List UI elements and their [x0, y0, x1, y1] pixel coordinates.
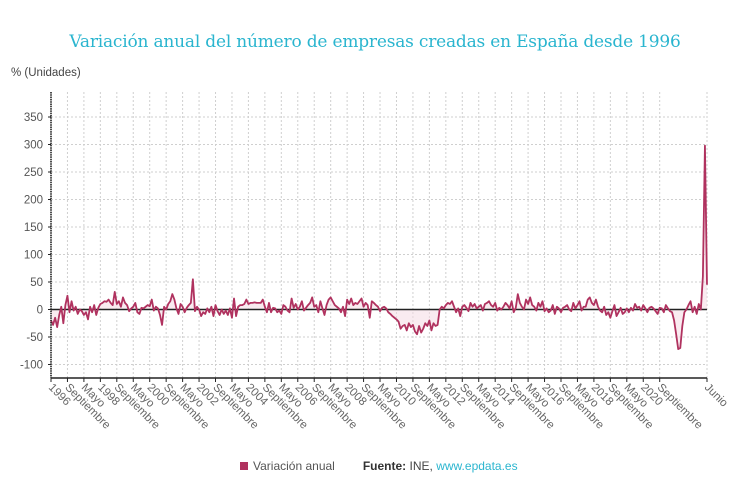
- series-line-variacion-anual[interactable]: [50, 144, 708, 350]
- y-tick-label: 150: [24, 222, 43, 234]
- chart-title: Variación anual del número de empresas c…: [69, 32, 681, 52]
- legend: Variación anual Fuente: INE, www.epdata.…: [240, 459, 518, 473]
- y-tick-label: 100: [24, 250, 43, 262]
- y-axis-unit-label: % (Unidades): [11, 67, 81, 79]
- y-tick-label: -50: [26, 332, 43, 344]
- x-axis-tick-labels: 1996SeptiembreMayo1998SeptiembreMayo2000…: [46, 382, 730, 432]
- y-tick-label: 200: [24, 195, 43, 207]
- legend-swatch-variacion-anual: [240, 462, 248, 470]
- source-text: INE,: [409, 459, 433, 473]
- y-tick-label: 350: [24, 112, 43, 124]
- y-axis-ticks: 350 300 250 200 150 100 50 0 -50 -100: [20, 112, 51, 372]
- y-tick-label: 50: [30, 277, 43, 289]
- x-tick-label: Junio: [702, 382, 730, 410]
- source-label: Fuente:: [362, 459, 407, 473]
- y-tick-label: -100: [20, 360, 43, 372]
- x-tick-label: Septiembre: [655, 382, 705, 432]
- source-note: Fuente: INE, www.epdata.es: [363, 459, 518, 473]
- y-tick-label: 300: [24, 140, 43, 152]
- legend-label-variacion-anual[interactable]: Variación anual: [253, 459, 335, 473]
- x-axis-ticks: [50, 378, 708, 382]
- source-link[interactable]: www.epdata.es: [436, 459, 518, 473]
- y-tick-label: 250: [24, 167, 43, 179]
- grid-lines: [50, 92, 708, 378]
- y-tick-label: 0: [37, 305, 43, 317]
